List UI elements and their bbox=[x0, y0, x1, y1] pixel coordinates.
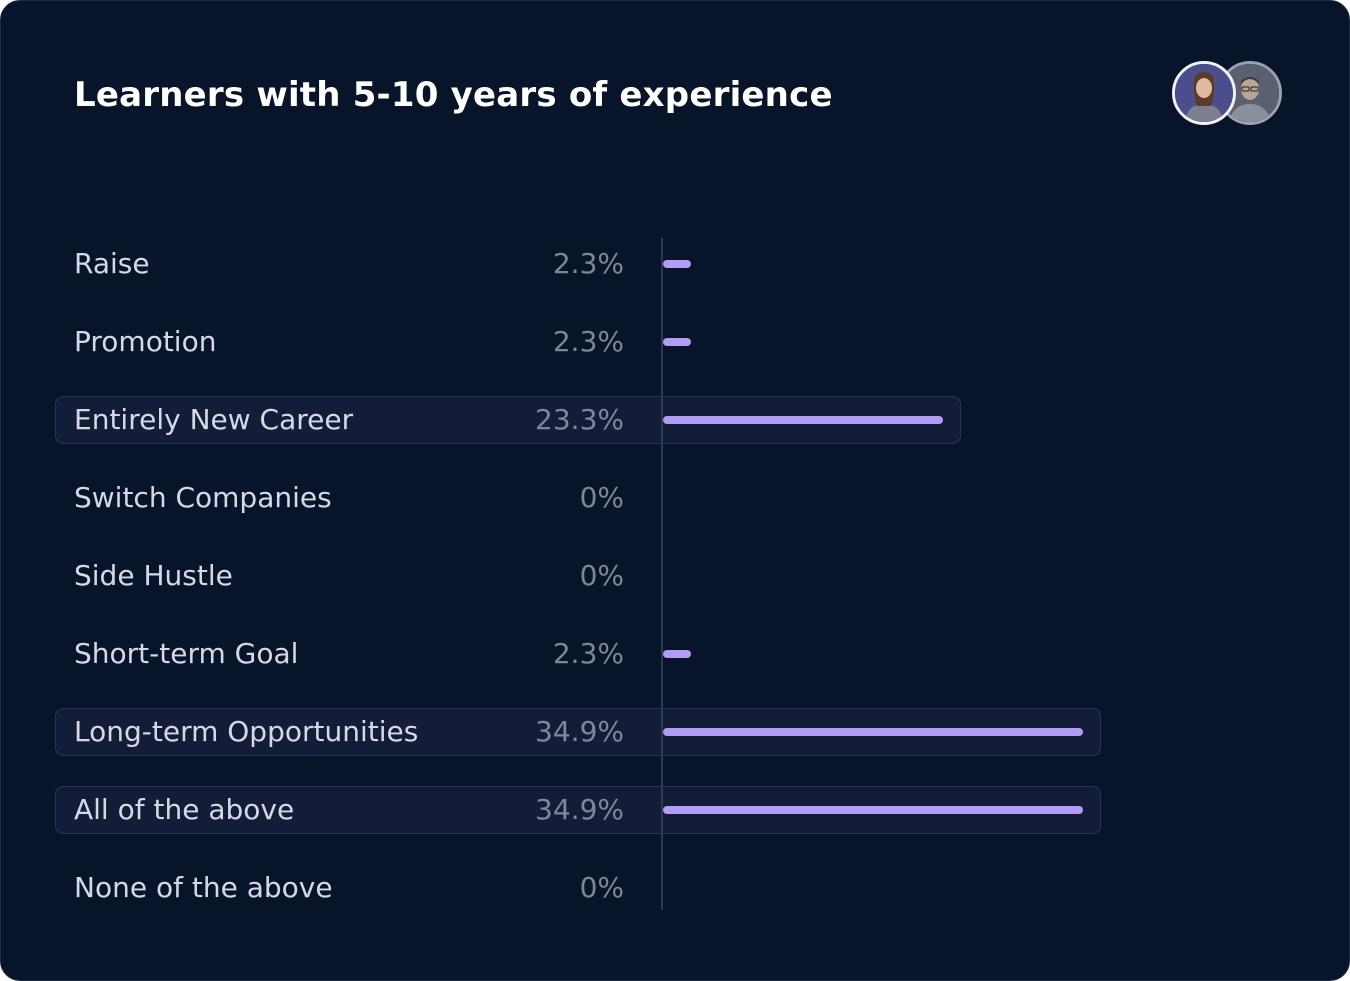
bar bbox=[663, 650, 691, 658]
bar bbox=[663, 338, 691, 346]
bar bbox=[663, 728, 1083, 736]
category-label: Promotion bbox=[74, 325, 217, 358]
value-label: 2.3% bbox=[552, 325, 624, 358]
value-label: 0% bbox=[579, 871, 624, 904]
value-label: 2.3% bbox=[552, 637, 624, 670]
value-label: 34.9% bbox=[535, 715, 624, 748]
value-label: 2.3% bbox=[552, 247, 624, 280]
category-label: Side Hustle bbox=[74, 559, 233, 592]
category-label: Switch Companies bbox=[74, 481, 332, 514]
category-label: None of the above bbox=[74, 871, 333, 904]
bar bbox=[663, 416, 944, 424]
category-label: Entirely New Career bbox=[74, 403, 354, 436]
category-label: Raise bbox=[74, 247, 150, 280]
bar bbox=[663, 806, 1083, 814]
chart-axis-line bbox=[661, 238, 663, 910]
bar bbox=[663, 260, 691, 268]
avatar-group bbox=[1172, 61, 1284, 129]
card-title: Learners with 5-10 years of experience bbox=[74, 75, 833, 115]
avatar-woman bbox=[1172, 61, 1236, 125]
value-label: 34.9% bbox=[535, 793, 624, 826]
value-label: 0% bbox=[579, 481, 624, 514]
value-label: 23.3% bbox=[535, 403, 624, 436]
category-label: Long-term Opportunities bbox=[74, 715, 419, 748]
highlight-row-bg bbox=[55, 786, 1101, 834]
category-label: All of the above bbox=[74, 793, 295, 826]
category-label: Short-term Goal bbox=[74, 637, 299, 670]
value-label: 0% bbox=[579, 559, 624, 592]
